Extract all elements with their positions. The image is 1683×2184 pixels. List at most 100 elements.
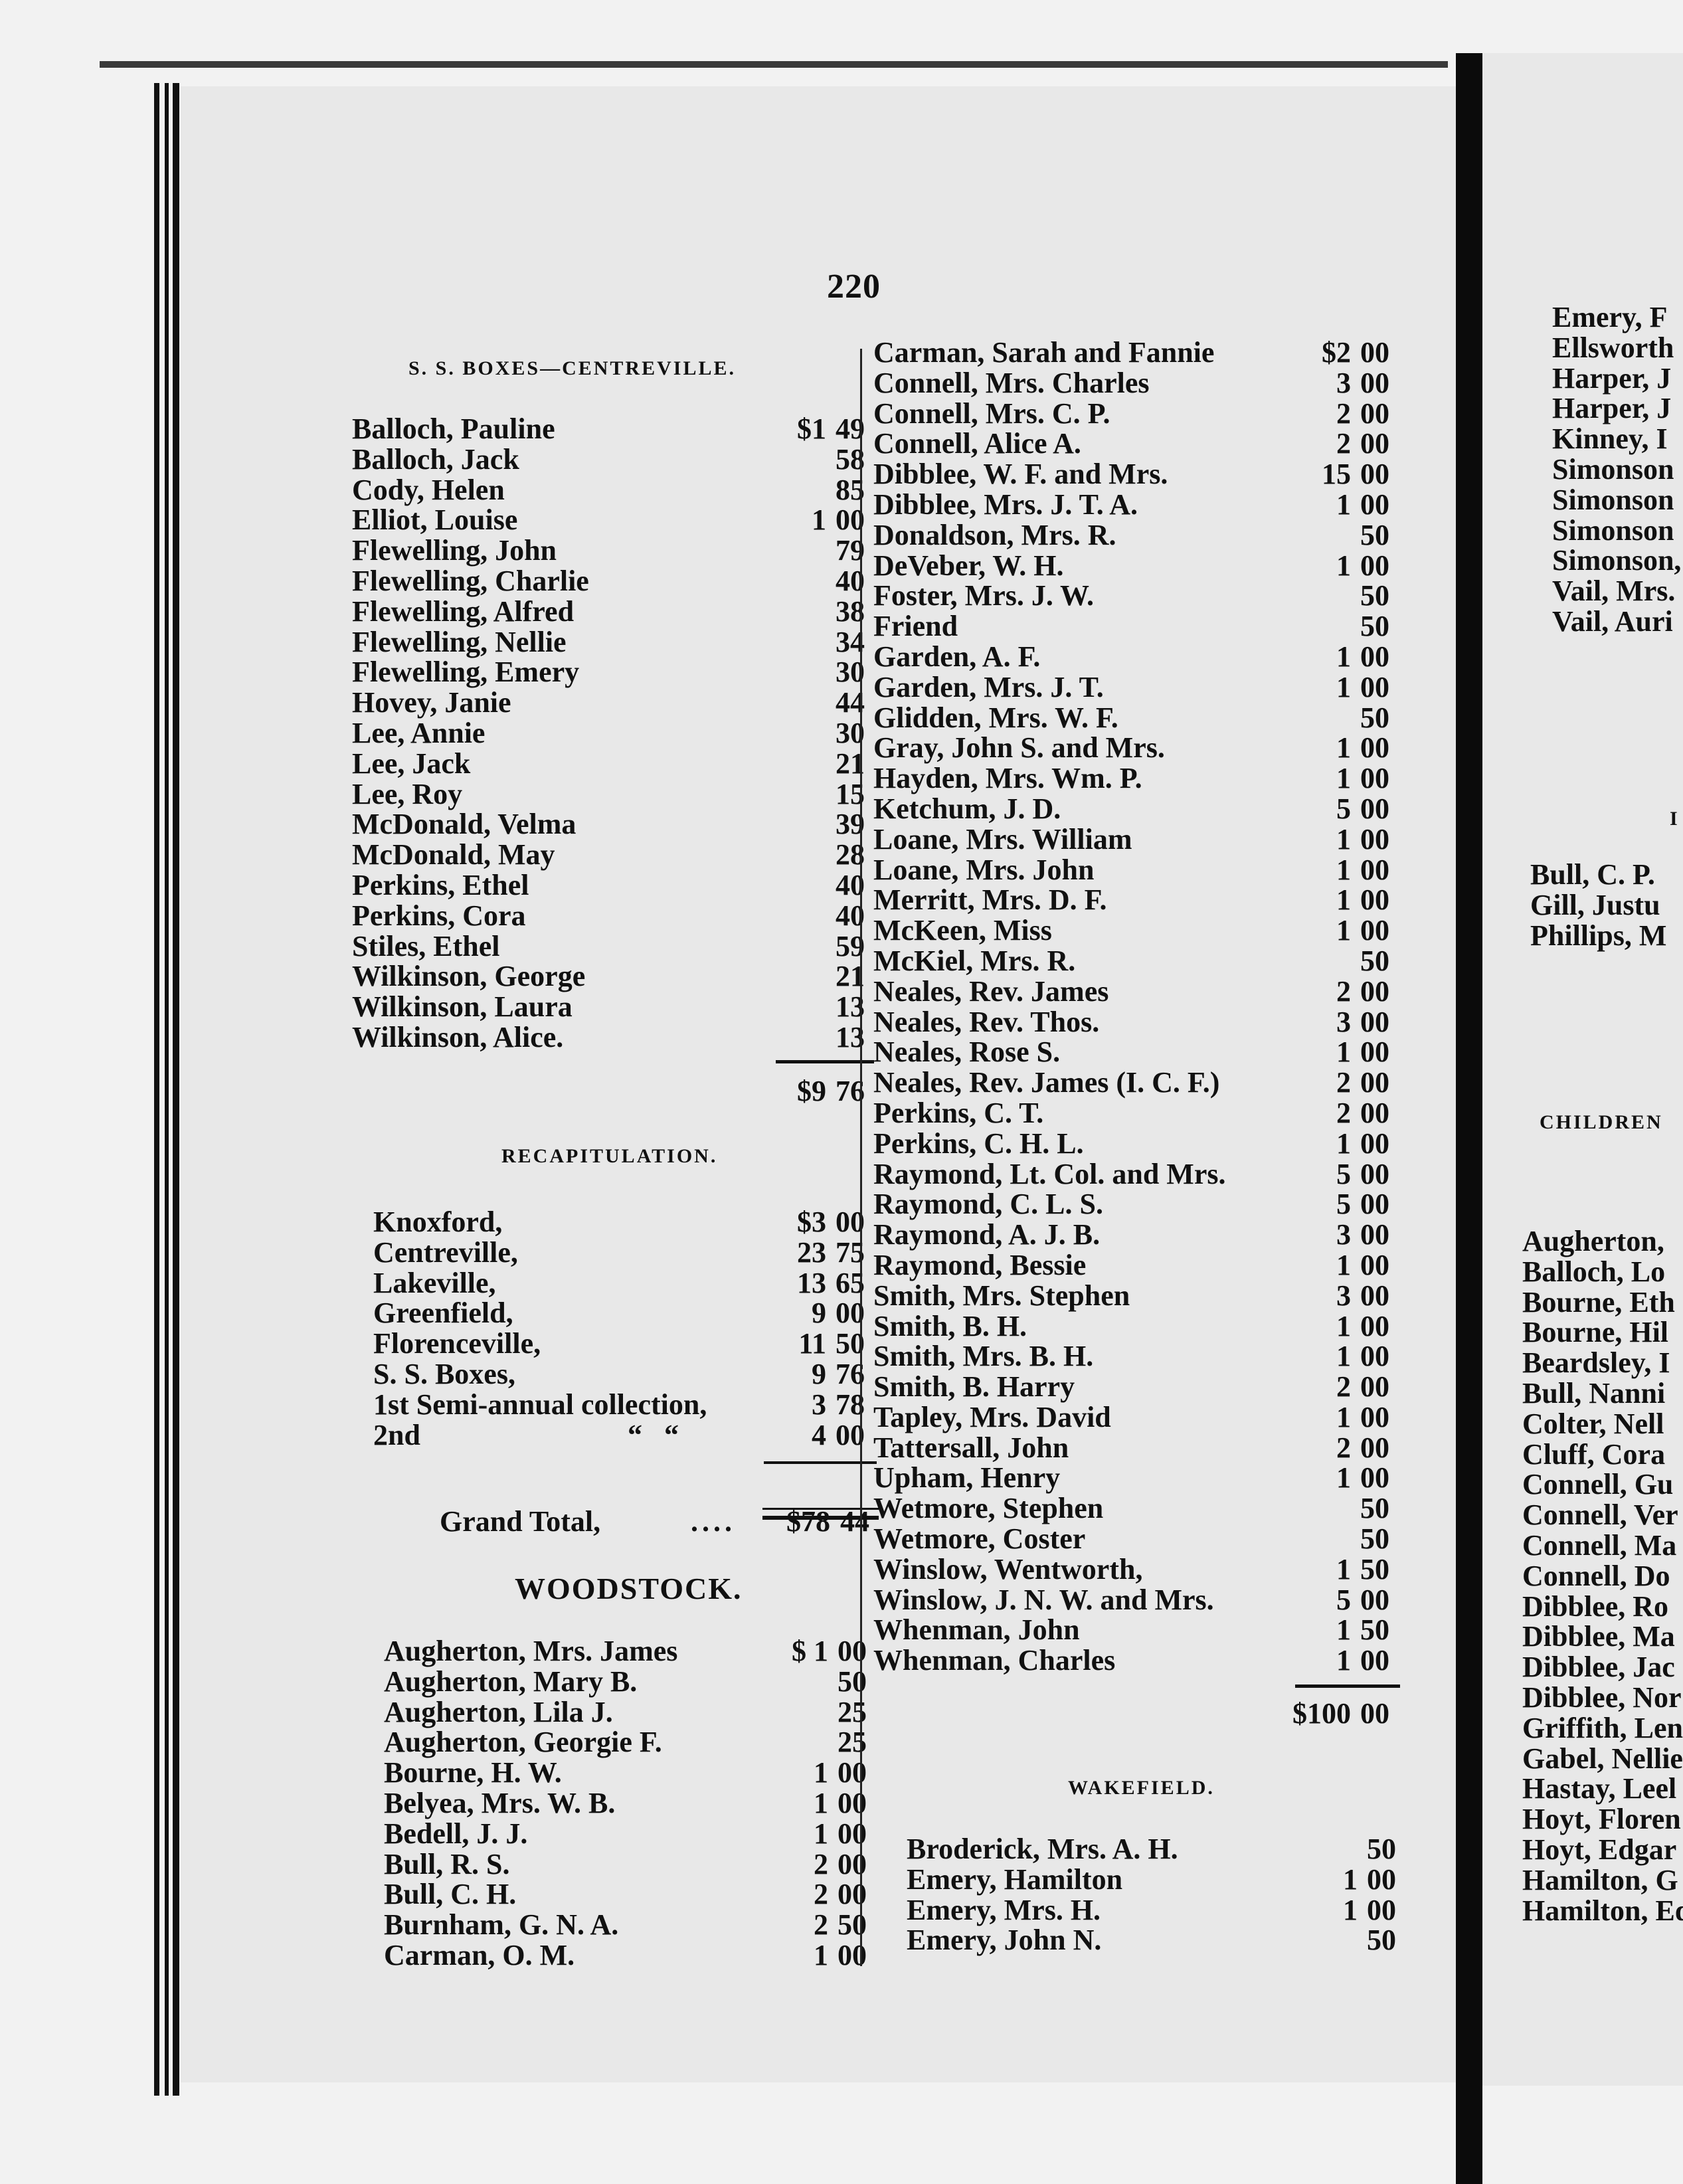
entry-dollars: 1	[1336, 731, 1351, 765]
list-item: Loane, Mrs. William 1 00	[873, 824, 1401, 855]
entry-cents: 13	[836, 990, 865, 1024]
entry-name: Perkins, Cora	[352, 899, 526, 932]
woodstock-total: $100 00	[873, 1698, 1401, 1729]
entry-cents: 00	[1360, 1218, 1389, 1251]
entry-name: Bull, R. S.	[384, 1847, 510, 1880]
entry-cents: 00	[1360, 336, 1389, 369]
entry-name: Whenman, Charles	[873, 1644, 1116, 1677]
total-dollars: $9	[797, 1075, 826, 1107]
entry-dollars: 1	[1336, 914, 1351, 947]
entry-name: Bedell, J. J.	[384, 1817, 528, 1850]
entry-cents: 00	[1360, 853, 1389, 886]
entry-cents: 00	[836, 1297, 865, 1330]
list-item: Smith, Mrs. B. H. 1 00	[873, 1341, 1401, 1372]
entry-name: McKeen, Miss	[873, 914, 1052, 947]
entry-name: Harper, J	[1552, 361, 1672, 395]
list-item: Loane, Mrs. John 1 00	[873, 853, 1401, 886]
entry-name: Ketchum, J. D.	[873, 792, 1061, 825]
list-item: Emery, John N. 50	[907, 1925, 1408, 1956]
entry-cents: 50	[1360, 701, 1389, 734]
entry-dollars: 1	[1343, 1863, 1358, 1896]
list-item: Stiles, Ethel 59	[352, 931, 877, 962]
entry-name: Wetmore, Stephen	[873, 1492, 1104, 1525]
list-item: Lee, Jack 21	[352, 748, 877, 779]
entry-cents: 00	[1360, 1005, 1389, 1038]
entry-name: Greenfield,	[373, 1297, 513, 1330]
entry-name: Dibblee, W. F. and Mrs.	[873, 458, 1168, 491]
total-dollars: $100	[1292, 1697, 1351, 1730]
entry-name: Emery, Hamilton	[907, 1863, 1123, 1896]
entry-cents: 00	[1360, 670, 1389, 703]
list-item: Foster, Mrs. J. W. 50	[873, 581, 1401, 611]
leader-dots: ....	[691, 1504, 736, 1538]
list-item: Augherton, Georgie F. 25	[384, 1727, 879, 1758]
entry-name: Hayden, Mrs. Wm. P.	[873, 762, 1142, 795]
entry-cents: 79	[836, 534, 865, 567]
entry-name: Smith, Mrs. Stephen	[873, 1279, 1130, 1312]
entry-name: Tapley, Mrs. David	[873, 1400, 1111, 1433]
entry-cents: 00	[1360, 1644, 1389, 1677]
list-item: Wilkinson, Alice. 13	[352, 1022, 877, 1053]
list-item: Balloch, Pauline $1 49	[352, 414, 877, 444]
entry-cents: 76	[836, 1357, 865, 1390]
list-item: Raymond, Bessie 1 00	[873, 1250, 1401, 1281]
entry-cents: 50	[1360, 610, 1389, 643]
entry-name: McDonald, May	[352, 838, 555, 871]
section-heading-centreville: S. S. BOXES—CENTREVILLE.	[408, 357, 736, 379]
list-item: Flewelling, John 79	[352, 535, 877, 566]
entry-name: S. S. Boxes,	[373, 1357, 515, 1390]
entry-cents: 40	[836, 564, 865, 597]
entry-dollars: 15	[1322, 458, 1351, 491]
entry-name: Flewelling, Alfred	[352, 594, 575, 628]
entry-cents: 44	[836, 686, 865, 719]
entry-name: Bourne, H. W.	[384, 1756, 562, 1789]
entry-name: Connell, Mrs. C. P.	[873, 397, 1110, 430]
book-gutter	[1456, 53, 1482, 2184]
subtotal-rule	[776, 1060, 874, 1063]
entry-name: Perkins, C. H. L.	[873, 1127, 1084, 1160]
entry-cents: 00	[1360, 1279, 1389, 1312]
entry-cents: 13	[836, 1020, 865, 1053]
list-item: Whenman, John 1 50	[873, 1615, 1401, 1645]
list-item: Lee, Roy 15	[352, 778, 877, 810]
entry-name: Bourne, Eth	[1522, 1285, 1675, 1319]
ditto-mark: “	[664, 1419, 679, 1451]
entry-name: McDonald, Velma	[352, 808, 576, 841]
list-item: Bull, C. H. 2 00	[384, 1879, 879, 1910]
entry-cents: 00	[1360, 458, 1389, 491]
entry-name: Smith, B. H.	[873, 1309, 1027, 1342]
entry-name: Elliot, Louise	[352, 503, 518, 537]
list-item: Smith, B. H. 1 00	[873, 1311, 1401, 1342]
entry-dollars: 1	[1336, 1613, 1351, 1647]
entry-name: Wilkinson, George	[352, 960, 586, 993]
list-item: Augherton, Mary B. 50	[384, 1666, 879, 1697]
book-edge-left	[165, 83, 169, 2096]
entry-name: Wilkinson, Laura	[352, 990, 573, 1024]
entry-dollars: $ 1	[792, 1635, 828, 1667]
entry-cents: 50	[836, 1327, 865, 1360]
entry-name: Hastay, Leel	[1522, 1772, 1677, 1805]
entry-name: Hamilton, Ed	[1522, 1894, 1683, 1927]
entry-cents: 00	[1360, 1036, 1389, 1069]
list-item: Dibblee, W. F. and Mrs. 15 00	[873, 459, 1401, 490]
list-item: Wetmore, Coster 50	[873, 1524, 1401, 1554]
list-item: Flewelling, Nellie 34	[352, 626, 877, 658]
entry-dollars: 3	[1336, 1279, 1351, 1312]
list-item: Cody, Helen 85	[352, 474, 877, 505]
entry-name: 1st Semi-annual collection,	[373, 1388, 707, 1421]
entry-dollars: 1	[1336, 1644, 1351, 1677]
entry-cents: 50	[1360, 1613, 1389, 1647]
entry-name: Augherton, Mrs. James	[384, 1635, 678, 1667]
entry-name: Loane, Mrs. John	[873, 853, 1095, 886]
right-page-content: Emery, F Ellsworth Harper, J Harper, J Kinne…	[1482, 0, 1683, 2184]
recapitulation-list: Knoxford, $3 00 Centreville, 23 75 Lakeville, 1…	[373, 1207, 877, 1450]
list-item: McKeen, Miss 1 00	[873, 915, 1401, 946]
entry-name: Wilkinson, Alice.	[352, 1020, 564, 1053]
entry-name: Raymond, Bessie	[873, 1248, 1087, 1281]
list-item: Flewelling, Alfred 38	[352, 596, 877, 627]
entry-name: Merritt, Mrs. D. F.	[873, 883, 1107, 917]
list-item: Merritt, Mrs. D. F. 1 00	[873, 885, 1401, 915]
list-item: Perkins, C. H. L. 1 00	[873, 1127, 1401, 1160]
entry-cents: 00	[1360, 1370, 1389, 1404]
entry-name: Winslow, J. N. W. and Mrs.	[873, 1583, 1214, 1616]
